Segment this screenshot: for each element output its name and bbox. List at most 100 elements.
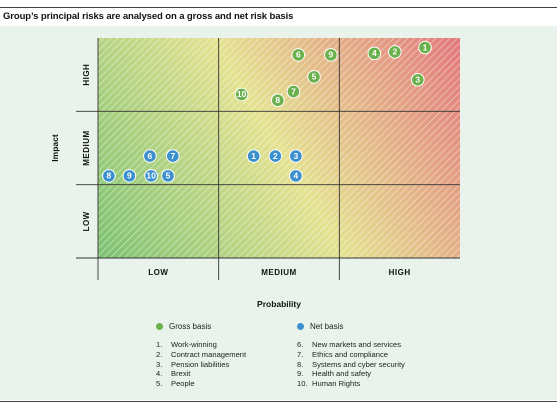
- net-basis-marker: [143, 149, 157, 163]
- net-basis-marker: [102, 169, 116, 183]
- gross-basis-point-label: 6: [296, 50, 301, 60]
- gross-basis-marker: [291, 48, 306, 62]
- net-basis-marker: [161, 169, 175, 183]
- net-basis-marker: [289, 169, 303, 183]
- risk-list-left: 1. Work-winning 2. Contract management 3. Pen…: [156, 340, 246, 389]
- gross-basis-marker: [286, 84, 301, 99]
- tick-labels: LOW MEDIUM HIGH LOW MEDIUM HIGH: [82, 64, 411, 277]
- chart-title: Group’s principal risks are analysed on …: [3, 11, 294, 22]
- risk-number: 9.: [297, 369, 304, 379]
- risk-number: 2.: [156, 349, 163, 359]
- x-tick-label: LOW: [148, 268, 168, 277]
- gross-basis-point-4: 4: [367, 46, 382, 61]
- x-tick-label: HIGH: [389, 268, 411, 277]
- risk-text: Systems and cyber security: [312, 359, 405, 369]
- net-basis-marker: [144, 169, 158, 183]
- net-basis-marker: [122, 169, 137, 183]
- net-basis-point-label: 2: [273, 151, 278, 161]
- risk-number: 10.: [297, 379, 308, 389]
- x-tick-label: MEDIUM: [261, 268, 296, 277]
- risk-list-item: 2. Contract management: [156, 350, 246, 360]
- gross-basis-marker: [270, 93, 285, 108]
- grid-lines: [76, 38, 460, 280]
- net-dot-icon: [297, 323, 304, 330]
- risk-list-item: 9. Health and safety: [297, 369, 405, 379]
- gross-basis-point-label: 4: [372, 48, 377, 58]
- gross-basis-point-label: 9: [329, 50, 334, 60]
- net-basis-point-label: 10: [146, 171, 156, 181]
- net-basis-point-5: 5: [161, 169, 175, 183]
- risk-text: People: [171, 379, 195, 389]
- gross-basis-point-label: 7: [291, 86, 296, 96]
- gross-basis-marker: [367, 46, 382, 61]
- gross-basis-point-8: 8: [270, 93, 285, 108]
- gross-basis-point-2: 2: [388, 45, 402, 59]
- net-basis-marker: [166, 149, 180, 163]
- risk-number: 6.: [297, 340, 304, 349]
- gross-basis-point-1: 1: [418, 40, 432, 55]
- top-rule: [0, 7, 557, 8]
- y-tick-label: MEDIUM: [82, 130, 91, 165]
- net-basis-point-label: 5: [166, 171, 171, 181]
- net-basis-point-8: 8: [102, 169, 116, 183]
- net-basis-point-4: 4: [289, 169, 303, 183]
- net-basis-point-9: 9: [122, 169, 137, 183]
- gross-basis-point-label: 1: [423, 42, 428, 52]
- gross-basis-marker: [388, 45, 402, 59]
- data-points: 1 2 3 4 5 6 7 8 9 10 1 2 3 4 5 6 7 8 9 10: [102, 40, 432, 183]
- plot-background: [98, 38, 460, 258]
- gross-basis-marker: [307, 70, 321, 84]
- risk-list-item: 6. New markets and services: [297, 340, 405, 350]
- risk-list-item: 5. People: [156, 379, 246, 389]
- risk-text: Health and safety: [312, 369, 372, 379]
- x-axis-title: Probability: [257, 299, 301, 309]
- net-basis-marker: [289, 149, 303, 163]
- risk-list-item: 4. Brexit: [156, 369, 246, 379]
- legend-gross-label: Gross basis: [169, 322, 212, 331]
- risk-number: 1.: [156, 340, 163, 349]
- net-basis-marker: [268, 149, 283, 163]
- net-basis-point-10: 10: [144, 169, 158, 183]
- net-basis-point-7: 7: [166, 149, 180, 163]
- gross-basis-marker: [418, 40, 432, 55]
- risk-text: Pension liabilities: [171, 359, 230, 369]
- gross-basis-point-label: 3: [415, 75, 420, 85]
- hatch-overlay: [98, 38, 460, 258]
- risk-text: Contract management: [171, 349, 247, 359]
- net-basis-point-label: 3: [294, 151, 299, 161]
- risk-list-item: 10. Human Rights: [297, 379, 405, 389]
- net-basis-point-3: 3: [289, 149, 303, 163]
- legend-net-label: Net basis: [310, 322, 344, 331]
- net-basis-point-label: 8: [106, 171, 111, 181]
- bottom-rule: [0, 401, 557, 402]
- risk-list-item: 3. Pension liabilities: [156, 360, 246, 370]
- risk-number: 3.: [156, 359, 163, 369]
- risk-list-item: 1. Work-winning: [156, 340, 246, 350]
- legend-gross: Gross basis: [156, 322, 211, 331]
- net-basis-point-1: 1: [246, 149, 261, 163]
- gross-basis-point-3: 3: [410, 73, 425, 87]
- net-basis-point-label: 4: [294, 171, 299, 181]
- gross-basis-marker: [234, 87, 249, 102]
- gross-basis-marker: [410, 73, 425, 87]
- net-basis-point-2: 2: [268, 149, 283, 163]
- legend-net: Net basis: [297, 322, 343, 331]
- risk-text: Brexit: [171, 369, 191, 379]
- y-axis-title: Impact: [50, 134, 60, 162]
- risk-text: Human Rights: [312, 379, 361, 389]
- risk-list-item: 8. Systems and cyber security: [297, 360, 405, 370]
- gross-basis-point-label: 5: [312, 72, 317, 82]
- y-tick-label: LOW: [82, 211, 91, 231]
- gross-dot-icon: [156, 323, 163, 330]
- net-basis-point-label: 7: [170, 151, 175, 161]
- risk-list-item: 7. Ethics and compliance: [297, 350, 405, 360]
- gross-basis-point-10: 10: [234, 87, 249, 102]
- gross-basis-point-label: 2: [392, 47, 397, 57]
- net-basis-point-label: 6: [148, 151, 153, 161]
- risk-text: Ethics and compliance: [312, 349, 388, 359]
- risk-text: Work-winning: [171, 340, 217, 349]
- risk-number: 5.: [156, 379, 163, 389]
- risk-number: 4.: [156, 369, 163, 379]
- risk-number: 7.: [297, 349, 304, 359]
